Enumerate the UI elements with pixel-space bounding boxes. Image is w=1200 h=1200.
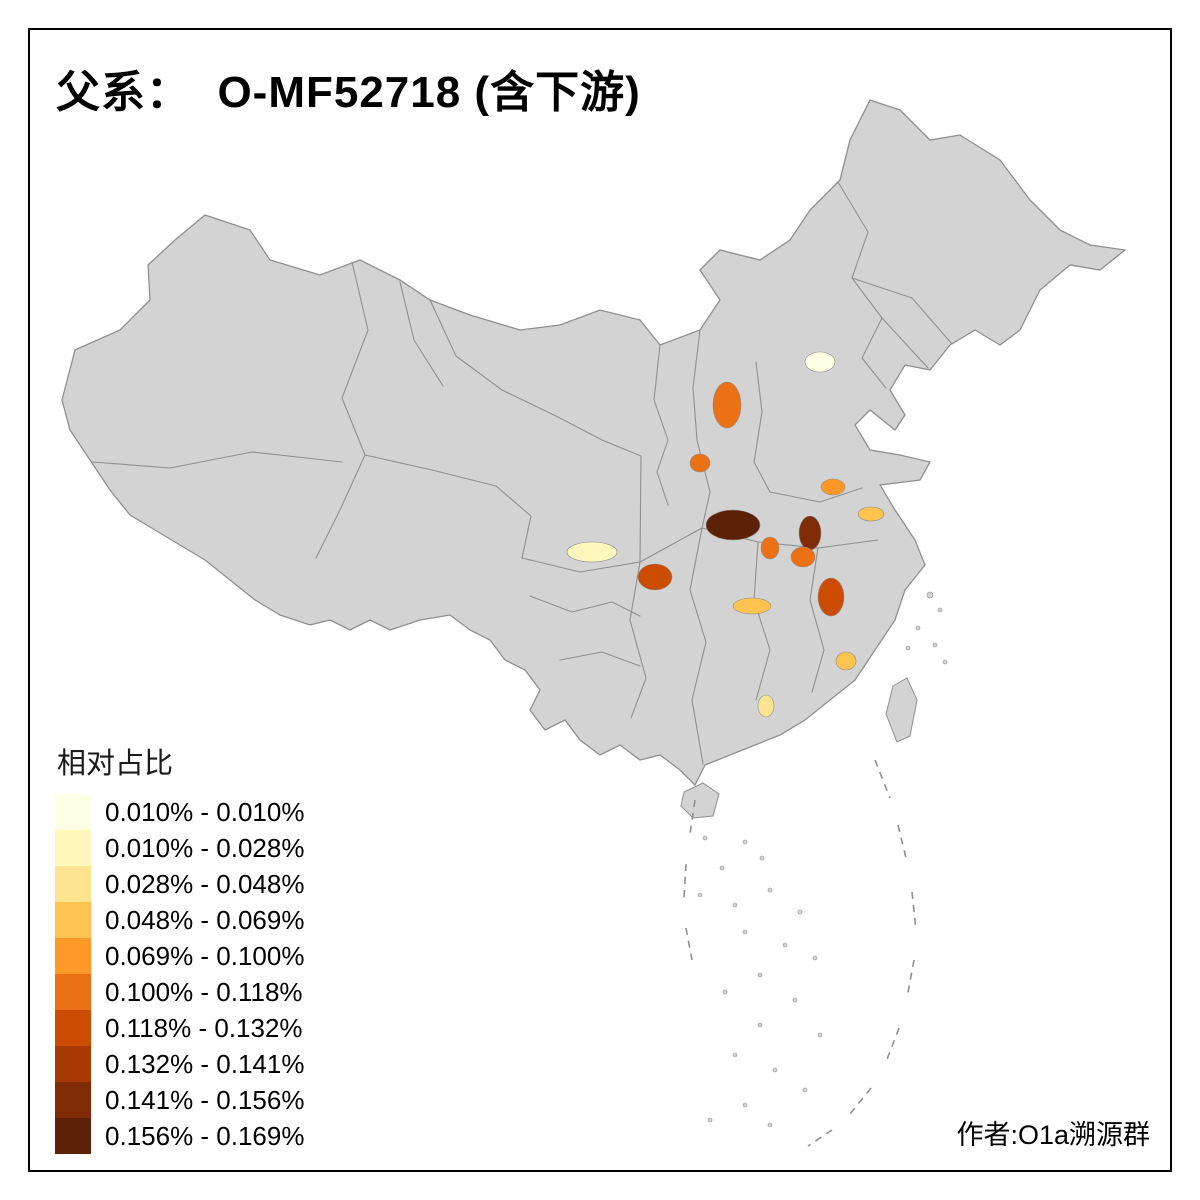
highlighted-region xyxy=(804,351,836,373)
mainland-outline xyxy=(61,99,1127,787)
highlighted-regions xyxy=(566,351,885,718)
legend: 相对占比 0.010% - 0.010% 0.010% - 0.028% 0.028… xyxy=(55,740,304,1154)
legend-label: 0.010% - 0.010% xyxy=(105,796,305,827)
legend-swatch xyxy=(55,1118,91,1154)
legend-label: 0.141% - 0.156% xyxy=(105,1084,305,1115)
legend-label: 0.048% - 0.069% xyxy=(105,904,305,935)
highlighted-region xyxy=(757,694,775,718)
hainan-island xyxy=(680,782,720,819)
legend-items: 0.010% - 0.010% 0.010% - 0.028% 0.028% - 0… xyxy=(55,794,304,1154)
sea-dash-line xyxy=(683,759,917,1147)
highlighted-region xyxy=(760,536,780,560)
legend-label: 0.132% - 0.141% xyxy=(105,1048,305,1079)
highlighted-region xyxy=(820,478,846,496)
highlighted-region xyxy=(790,546,816,568)
legend-label: 0.118% - 0.132% xyxy=(105,1012,303,1043)
small-islands xyxy=(697,591,948,1128)
legend-swatch xyxy=(55,794,91,830)
legend-swatch xyxy=(55,1082,91,1118)
highlighted-region xyxy=(798,515,822,551)
legend-item: 0.141% - 0.156% xyxy=(55,1082,304,1118)
legend-item: 0.048% - 0.069% xyxy=(55,902,304,938)
highlighted-region xyxy=(712,381,742,429)
legend-item: 0.028% - 0.048% xyxy=(55,866,304,902)
legend-swatch xyxy=(55,866,91,902)
legend-swatch xyxy=(55,974,91,1010)
highlighted-region xyxy=(835,651,857,671)
legend-label: 0.010% - 0.028% xyxy=(105,832,305,863)
legend-swatch xyxy=(55,938,91,974)
legend-item: 0.010% - 0.010% xyxy=(55,794,304,830)
legend-item: 0.118% - 0.132% xyxy=(55,1010,304,1046)
highlighted-region xyxy=(705,509,761,541)
legend-swatch xyxy=(55,1010,91,1046)
legend-item: 0.156% - 0.169% xyxy=(55,1118,304,1154)
legend-label: 0.069% - 0.100% xyxy=(105,940,305,971)
legend-item: 0.069% - 0.100% xyxy=(55,938,304,974)
legend-title: 相对占比 xyxy=(57,748,174,780)
legend-item: 0.100% - 0.118% xyxy=(55,974,304,1010)
highlighted-region xyxy=(732,597,772,615)
province-borders xyxy=(92,181,953,765)
legend-label: 0.100% - 0.118% xyxy=(105,976,303,1007)
highlighted-region xyxy=(637,563,673,591)
highlighted-region xyxy=(817,577,845,617)
highlighted-region xyxy=(857,506,885,522)
author-credit: 作者:O1a溯源群 xyxy=(956,1120,1150,1150)
legend-label: 0.028% - 0.048% xyxy=(105,868,305,899)
highlighted-region xyxy=(566,541,618,563)
legend-swatch xyxy=(55,1046,91,1082)
legend-item: 0.010% - 0.028% xyxy=(55,830,304,866)
figure-title: 父系： O-MF52718 (含下游) xyxy=(56,68,641,117)
taiwan-island xyxy=(885,677,918,743)
highlighted-region xyxy=(689,453,711,473)
legend-label: 0.156% - 0.169% xyxy=(105,1120,305,1151)
legend-swatch xyxy=(55,902,91,938)
legend-item: 0.132% - 0.141% xyxy=(55,1046,304,1082)
legend-swatch xyxy=(55,830,91,866)
